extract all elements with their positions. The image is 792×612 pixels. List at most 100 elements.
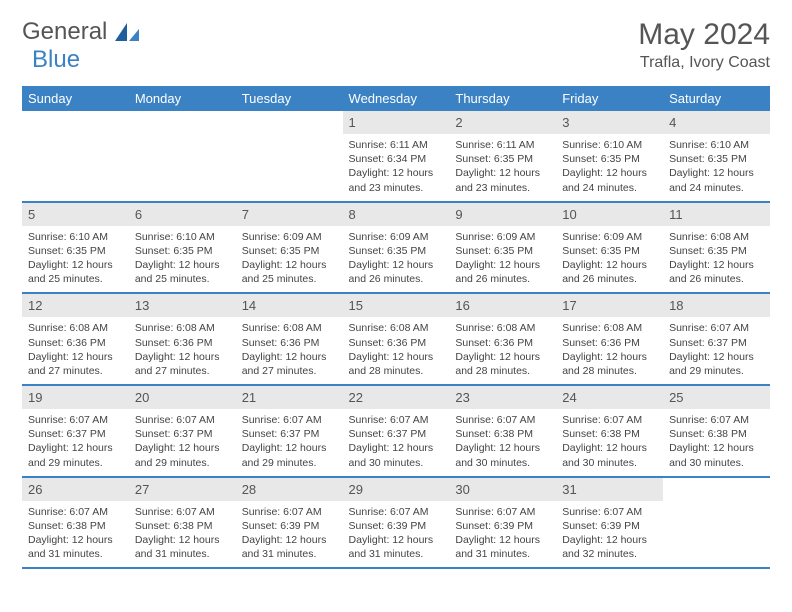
- day-number: 19: [22, 386, 129, 409]
- calendar-cell: 7Sunrise: 6:09 AMSunset: 6:35 PMDaylight…: [236, 202, 343, 294]
- calendar-cell: 23Sunrise: 6:07 AMSunset: 6:38 PMDayligh…: [449, 385, 556, 477]
- calendar-cell: 20Sunrise: 6:07 AMSunset: 6:37 PMDayligh…: [129, 385, 236, 477]
- calendar-cell: 19Sunrise: 6:07 AMSunset: 6:37 PMDayligh…: [22, 385, 129, 477]
- weekday-header: Saturday: [663, 86, 770, 111]
- calendar-cell: 14Sunrise: 6:08 AMSunset: 6:36 PMDayligh…: [236, 293, 343, 385]
- calendar-row: 5Sunrise: 6:10 AMSunset: 6:35 PMDaylight…: [22, 202, 770, 294]
- day-number: 11: [663, 203, 770, 226]
- day-number: 13: [129, 294, 236, 317]
- day-number: 1: [343, 111, 450, 134]
- day-number: 31: [556, 478, 663, 501]
- calendar-row: 1Sunrise: 6:11 AMSunset: 6:34 PMDaylight…: [22, 111, 770, 202]
- month-title: May 2024: [638, 18, 770, 52]
- day-number: 21: [236, 386, 343, 409]
- calendar-cell: 10Sunrise: 6:09 AMSunset: 6:35 PMDayligh…: [556, 202, 663, 294]
- day-info: Sunrise: 6:08 AMSunset: 6:36 PMDaylight:…: [22, 317, 129, 384]
- day-info: Sunrise: 6:11 AMSunset: 6:34 PMDaylight:…: [343, 134, 450, 201]
- logo: General: [22, 18, 143, 46]
- day-info: Sunrise: 6:07 AMSunset: 6:38 PMDaylight:…: [556, 409, 663, 476]
- day-number: 18: [663, 294, 770, 317]
- calendar-cell: 16Sunrise: 6:08 AMSunset: 6:36 PMDayligh…: [449, 293, 556, 385]
- day-info: Sunrise: 6:09 AMSunset: 6:35 PMDaylight:…: [343, 226, 450, 293]
- day-info: Sunrise: 6:07 AMSunset: 6:37 PMDaylight:…: [236, 409, 343, 476]
- day-info: Sunrise: 6:07 AMSunset: 6:37 PMDaylight:…: [22, 409, 129, 476]
- day-number: 14: [236, 294, 343, 317]
- title-block: May 2024 Trafla, Ivory Coast: [638, 18, 770, 72]
- day-info: Sunrise: 6:07 AMSunset: 6:38 PMDaylight:…: [129, 501, 236, 568]
- day-info: Sunrise: 6:10 AMSunset: 6:35 PMDaylight:…: [129, 226, 236, 293]
- day-info: Sunrise: 6:08 AMSunset: 6:36 PMDaylight:…: [343, 317, 450, 384]
- calendar-cell: 11Sunrise: 6:08 AMSunset: 6:35 PMDayligh…: [663, 202, 770, 294]
- day-info: Sunrise: 6:07 AMSunset: 6:37 PMDaylight:…: [129, 409, 236, 476]
- calendar-cell: 1Sunrise: 6:11 AMSunset: 6:34 PMDaylight…: [343, 111, 450, 202]
- day-number: 15: [343, 294, 450, 317]
- logo-text-2: Blue: [32, 46, 80, 74]
- calendar-row: 19Sunrise: 6:07 AMSunset: 6:37 PMDayligh…: [22, 385, 770, 477]
- location: Trafla, Ivory Coast: [638, 54, 770, 72]
- day-number: 30: [449, 478, 556, 501]
- day-info: Sunrise: 6:10 AMSunset: 6:35 PMDaylight:…: [556, 134, 663, 201]
- calendar-cell: 26Sunrise: 6:07 AMSunset: 6:38 PMDayligh…: [22, 477, 129, 569]
- sail-icon: [113, 21, 141, 43]
- weekday-header: Sunday: [22, 86, 129, 111]
- day-info: Sunrise: 6:07 AMSunset: 6:37 PMDaylight:…: [663, 317, 770, 384]
- calendar-cell: 13Sunrise: 6:08 AMSunset: 6:36 PMDayligh…: [129, 293, 236, 385]
- day-number: 12: [22, 294, 129, 317]
- day-number: 24: [556, 386, 663, 409]
- calendar-cell: 5Sunrise: 6:10 AMSunset: 6:35 PMDaylight…: [22, 202, 129, 294]
- calendar-cell: [22, 111, 129, 202]
- weekday-header: Monday: [129, 86, 236, 111]
- day-info: Sunrise: 6:07 AMSunset: 6:39 PMDaylight:…: [343, 501, 450, 568]
- day-info: Sunrise: 6:07 AMSunset: 6:39 PMDaylight:…: [449, 501, 556, 568]
- day-info: Sunrise: 6:08 AMSunset: 6:36 PMDaylight:…: [556, 317, 663, 384]
- calendar-cell: 27Sunrise: 6:07 AMSunset: 6:38 PMDayligh…: [129, 477, 236, 569]
- weekday-header: Tuesday: [236, 86, 343, 111]
- day-number: 7: [236, 203, 343, 226]
- day-number: 10: [556, 203, 663, 226]
- calendar-cell: 21Sunrise: 6:07 AMSunset: 6:37 PMDayligh…: [236, 385, 343, 477]
- day-info: Sunrise: 6:08 AMSunset: 6:35 PMDaylight:…: [663, 226, 770, 293]
- day-number: 17: [556, 294, 663, 317]
- day-info: Sunrise: 6:08 AMSunset: 6:36 PMDaylight:…: [129, 317, 236, 384]
- day-number: 23: [449, 386, 556, 409]
- day-info: Sunrise: 6:11 AMSunset: 6:35 PMDaylight:…: [449, 134, 556, 201]
- calendar-cell: 24Sunrise: 6:07 AMSunset: 6:38 PMDayligh…: [556, 385, 663, 477]
- day-number: 26: [22, 478, 129, 501]
- calendar-table: SundayMondayTuesdayWednesdayThursdayFrid…: [22, 86, 770, 569]
- calendar-cell: [129, 111, 236, 202]
- weekday-header: Friday: [556, 86, 663, 111]
- weekday-header: Thursday: [449, 86, 556, 111]
- calendar-cell: 8Sunrise: 6:09 AMSunset: 6:35 PMDaylight…: [343, 202, 450, 294]
- day-info: Sunrise: 6:07 AMSunset: 6:38 PMDaylight:…: [663, 409, 770, 476]
- day-number: 9: [449, 203, 556, 226]
- day-number: 3: [556, 111, 663, 134]
- day-info: Sunrise: 6:07 AMSunset: 6:38 PMDaylight:…: [22, 501, 129, 568]
- day-info: Sunrise: 6:09 AMSunset: 6:35 PMDaylight:…: [236, 226, 343, 293]
- header: General May 2024 Trafla, Ivory Coast: [22, 18, 770, 72]
- day-number: 20: [129, 386, 236, 409]
- day-info: Sunrise: 6:09 AMSunset: 6:35 PMDaylight:…: [449, 226, 556, 293]
- calendar-cell: 18Sunrise: 6:07 AMSunset: 6:37 PMDayligh…: [663, 293, 770, 385]
- calendar-cell: 22Sunrise: 6:07 AMSunset: 6:37 PMDayligh…: [343, 385, 450, 477]
- day-number: 4: [663, 111, 770, 134]
- calendar-cell: 30Sunrise: 6:07 AMSunset: 6:39 PMDayligh…: [449, 477, 556, 569]
- weekday-header-row: SundayMondayTuesdayWednesdayThursdayFrid…: [22, 86, 770, 111]
- calendar-body: 1Sunrise: 6:11 AMSunset: 6:34 PMDaylight…: [22, 111, 770, 568]
- day-info: Sunrise: 6:10 AMSunset: 6:35 PMDaylight:…: [663, 134, 770, 201]
- day-number: 2: [449, 111, 556, 134]
- logo-text-1: General: [22, 18, 107, 46]
- calendar-row: 26Sunrise: 6:07 AMSunset: 6:38 PMDayligh…: [22, 477, 770, 569]
- calendar-cell: 2Sunrise: 6:11 AMSunset: 6:35 PMDaylight…: [449, 111, 556, 202]
- day-number: 22: [343, 386, 450, 409]
- calendar-cell: 25Sunrise: 6:07 AMSunset: 6:38 PMDayligh…: [663, 385, 770, 477]
- day-info: Sunrise: 6:09 AMSunset: 6:35 PMDaylight:…: [556, 226, 663, 293]
- day-number: 16: [449, 294, 556, 317]
- calendar-cell: 12Sunrise: 6:08 AMSunset: 6:36 PMDayligh…: [22, 293, 129, 385]
- calendar-cell: 15Sunrise: 6:08 AMSunset: 6:36 PMDayligh…: [343, 293, 450, 385]
- calendar-cell: 17Sunrise: 6:08 AMSunset: 6:36 PMDayligh…: [556, 293, 663, 385]
- calendar-cell: 9Sunrise: 6:09 AMSunset: 6:35 PMDaylight…: [449, 202, 556, 294]
- calendar-cell: 29Sunrise: 6:07 AMSunset: 6:39 PMDayligh…: [343, 477, 450, 569]
- day-number: 29: [343, 478, 450, 501]
- day-info: Sunrise: 6:08 AMSunset: 6:36 PMDaylight:…: [236, 317, 343, 384]
- day-number: 5: [22, 203, 129, 226]
